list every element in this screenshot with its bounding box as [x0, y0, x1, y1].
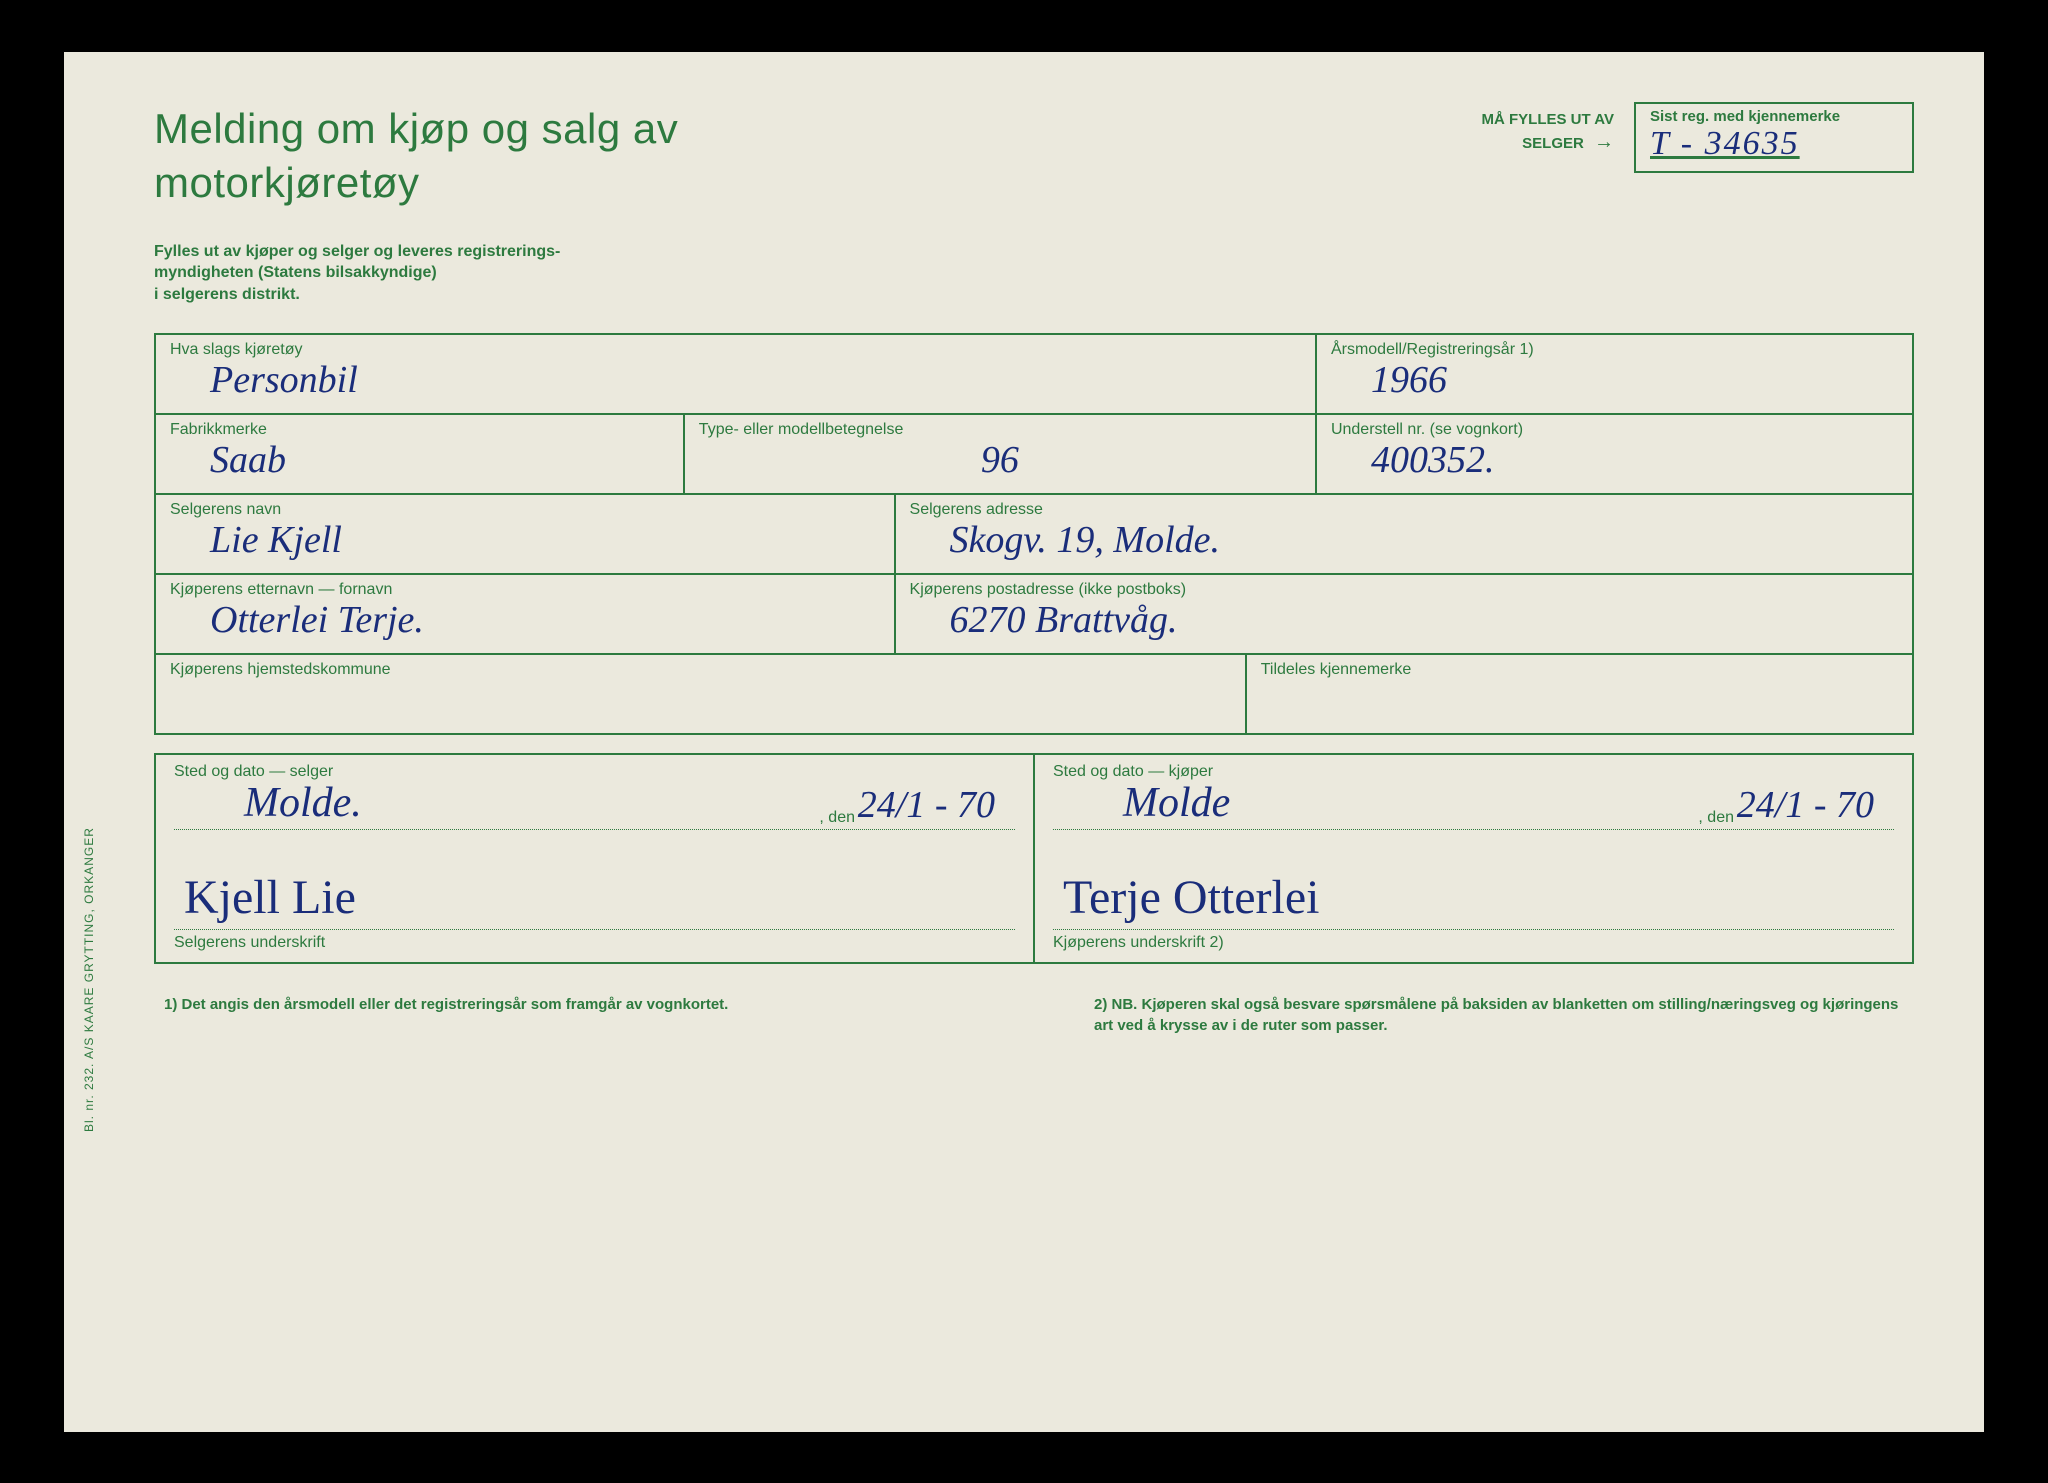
- cell-model: Type- eller modellbetegnelse 96: [683, 415, 1315, 493]
- cell-year: Årsmodell/Registreringsår 1) 1966: [1315, 335, 1912, 413]
- buyer-sig-caption: Kjøperens underskrift 2): [1053, 929, 1894, 952]
- row-vehicle: Hva slags kjøretøy Personbil Årsmodell/R…: [156, 335, 1912, 415]
- buyer-date: 24/1 - 70: [1737, 783, 1874, 827]
- instr-line2: SELGER: [1522, 135, 1584, 152]
- instr-line1: MÅ FYLLES UT AV: [1482, 111, 1615, 128]
- cell-buyer-name: Kjøperens etternavn — fornavn Otterlei T…: [156, 575, 894, 653]
- value-vehicle-type: Personbil: [170, 361, 1301, 399]
- label-seller-addr: Selgerens adresse: [910, 501, 1898, 519]
- value-buyer-name: Otterlei Terje.: [170, 601, 880, 639]
- cell-vehicle-type: Hva slags kjøretøy Personbil: [156, 335, 1315, 413]
- label-make: Fabrikkmerke: [170, 421, 669, 439]
- label-model: Type- eller modellbetegnelse: [699, 421, 1301, 439]
- value-seller-name: Lie Kjell: [170, 521, 880, 559]
- registration-box: Sist reg. med kjennemerke T - 34635: [1634, 102, 1914, 173]
- value-model: 96: [699, 441, 1301, 479]
- footnote-2: 2) NB. Kjøperen skal også besvare spørsm…: [1094, 994, 1904, 1036]
- reg-box-label: Sist reg. med kjennemerke: [1650, 108, 1898, 125]
- buyer-den: , den: [1698, 809, 1734, 827]
- buyer-place-date-line: Molde , den 24/1 - 70: [1053, 829, 1894, 830]
- row-muni-plate: Kjøperens hjemstedskommune Tildeles kjen…: [156, 655, 1912, 735]
- label-buyer-name: Kjøperens etternavn — fornavn: [170, 581, 880, 599]
- header-row: Melding om kjøp og salg av motorkjøretøy…: [154, 102, 1914, 211]
- seller-fill-instruction: MÅ FYLLES UT AV SELGER →: [1482, 102, 1615, 156]
- seller-place: Molde.: [244, 779, 362, 827]
- cell-plate: Tildeles kjennemerke: [1245, 655, 1912, 733]
- buyer-signature-block: Sted og dato — kjøper Molde , den 24/1 -…: [1033, 755, 1912, 962]
- row-seller: Selgerens navn Lie Kjell Selgerens adres…: [156, 495, 1912, 575]
- cell-make: Fabrikkmerke Saab: [156, 415, 683, 493]
- arrow-icon: →: [1594, 131, 1614, 153]
- buyer-place: Molde: [1123, 779, 1230, 827]
- cell-chassis: Understell nr. (se vognkort) 400352.: [1315, 415, 1912, 493]
- value-seller-addr: Skogv. 19, Molde.: [910, 521, 1898, 559]
- seller-den: , den: [819, 809, 855, 827]
- label-chassis: Understell nr. (se vognkort): [1331, 421, 1898, 439]
- title-block: Melding om kjøp og salg av motorkjøretøy: [154, 102, 678, 211]
- value-year: 1966: [1331, 361, 1898, 399]
- footnote-1: 1) Det angis den årsmodell eller det reg…: [164, 994, 974, 1036]
- reg-box-value: T - 34635: [1650, 125, 1898, 163]
- cell-seller-addr: Selgerens adresse Skogv. 19, Molde.: [894, 495, 1912, 573]
- label-buyer-addr: Kjøperens postadresse (ikke postboks): [910, 581, 1898, 599]
- cell-seller-name: Selgerens navn Lie Kjell: [156, 495, 894, 573]
- seller-signature-block: Sted og dato — selger Molde. , den 24/1 …: [156, 755, 1033, 962]
- document-page: Bl. nr. 232. A/S KAARE GRYTTING, ORKANGE…: [64, 52, 1984, 1432]
- sub-instruction: Fylles ut av kjøper og selger og leveres…: [154, 241, 1914, 306]
- signature-section: Sted og dato — selger Molde. , den 24/1 …: [154, 753, 1914, 964]
- printer-mark: Bl. nr. 232. A/S KAARE GRYTTING, ORKANGE…: [82, 827, 96, 1132]
- label-year: Årsmodell/Registreringsår 1): [1331, 341, 1898, 359]
- value-chassis: 400352.: [1331, 441, 1898, 479]
- title-line1: Melding om kjøp og salg av: [154, 102, 678, 157]
- seller-sig-caption: Selgerens underskrift: [174, 929, 1015, 952]
- value-buyer-addr: 6270 Brattvåg.: [910, 601, 1898, 639]
- buyer-signature: Terje Otterlei: [1053, 870, 1894, 925]
- row-make: Fabrikkmerke Saab Type- eller modellbete…: [156, 415, 1912, 495]
- title-line2: motorkjøretøy: [154, 156, 678, 211]
- registration-area: MÅ FYLLES UT AV SELGER → Sist reg. med k…: [1482, 102, 1915, 173]
- footnotes: 1) Det angis den årsmodell eller det reg…: [154, 994, 1914, 1036]
- seller-signature: Kjell Lie: [174, 870, 1015, 925]
- row-buyer: Kjøperens etternavn — fornavn Otterlei T…: [156, 575, 1912, 655]
- label-plate: Tildeles kjennemerke: [1261, 661, 1898, 679]
- seller-place-date-line: Molde. , den 24/1 - 70: [174, 829, 1015, 830]
- label-buyer-muni: Kjøperens hjemstedskommune: [170, 661, 1231, 679]
- form-grid: Hva slags kjøretøy Personbil Årsmodell/R…: [154, 333, 1914, 735]
- label-seller-name: Selgerens navn: [170, 501, 880, 519]
- value-make: Saab: [170, 441, 669, 479]
- seller-date: 24/1 - 70: [858, 783, 995, 827]
- label-vehicle-type: Hva slags kjøretøy: [170, 341, 1301, 359]
- cell-buyer-muni: Kjøperens hjemstedskommune: [156, 655, 1245, 733]
- cell-buyer-addr: Kjøperens postadresse (ikke postboks) 62…: [894, 575, 1912, 653]
